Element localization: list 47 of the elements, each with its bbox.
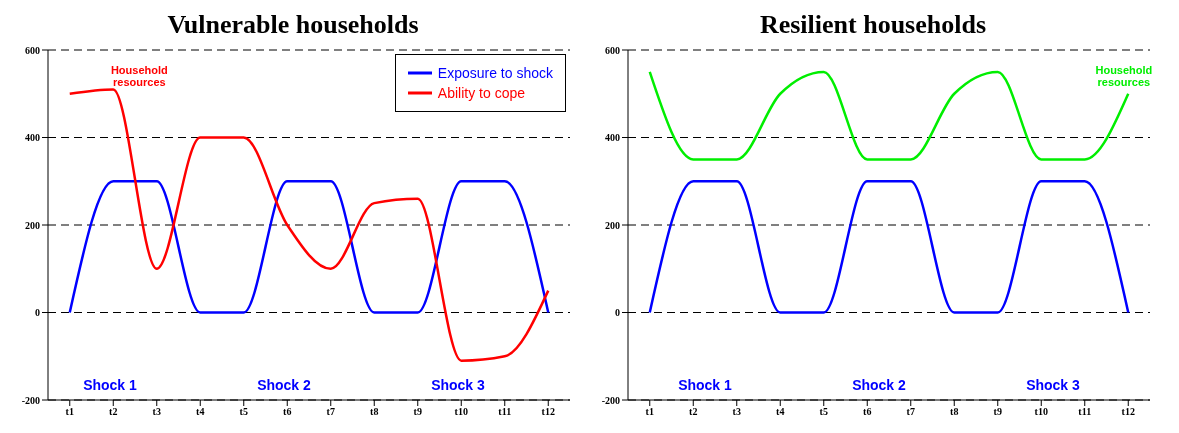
x-tick-label: t11 (498, 406, 512, 418)
x-tick-label: t5 (819, 406, 828, 418)
x-tick-label: t1 (645, 406, 654, 418)
annotation: Shock 2 (851, 376, 907, 393)
y-tick-label: 0 (615, 307, 620, 319)
annotation: Shock 1 (82, 376, 138, 393)
annotation: Household resources (109, 64, 169, 89)
annotation: Shock 3 (430, 376, 486, 393)
x-tick-label: t9 (413, 406, 422, 418)
x-tick-label: t7 (906, 406, 915, 418)
x-tick-label: t6 (863, 406, 872, 418)
legend-label: Ability to cope (437, 85, 525, 101)
y-tick-label: 400 (25, 132, 40, 144)
x-tick-label: t11 (1078, 406, 1092, 418)
y-tick-label: 600 (605, 44, 620, 56)
x-tick-label: t10 (454, 406, 468, 418)
x-tick-label: t2 (689, 406, 698, 418)
x-tick-label: t1 (65, 406, 74, 418)
x-tick-label: t12 (1121, 406, 1135, 418)
annotation: Shock 1 (677, 376, 733, 393)
x-tick-label: t4 (196, 406, 205, 418)
legend-label: Exposure to shock (437, 65, 553, 81)
x-tick-label: t4 (776, 406, 785, 418)
x-tick-label: t8 (950, 406, 959, 418)
x-tick-label: t10 (1034, 406, 1048, 418)
x-tick-label: t6 (283, 406, 292, 418)
x-tick-label: t12 (541, 406, 555, 418)
y-tick-label: 0 (35, 307, 40, 319)
y-tick-label: 200 (25, 219, 40, 231)
chart-title: Vulnerable households (166, 9, 420, 41)
x-tick-label: t3 (732, 406, 741, 418)
y-tick-label: 400 (605, 132, 620, 144)
x-tick-label: t9 (993, 406, 1002, 418)
series-label: Household resources (1094, 64, 1154, 89)
y-tick-label: 200 (605, 219, 620, 231)
y-tick-label: 600 (25, 44, 40, 56)
x-tick-label: t3 (152, 406, 161, 418)
chart-title: Resilient households (758, 9, 988, 41)
y-tick-label: -200 (601, 394, 620, 406)
x-tick-label: t7 (326, 406, 335, 418)
y-tick-label: -200 (21, 394, 40, 406)
x-tick-label: t2 (109, 406, 118, 418)
x-tick-label: t5 (239, 406, 248, 418)
x-tick-label: t8 (370, 406, 379, 418)
annotation: Shock 3 (1025, 376, 1081, 393)
annotation: Shock 2 (256, 376, 312, 393)
line-series (68, 88, 550, 362)
